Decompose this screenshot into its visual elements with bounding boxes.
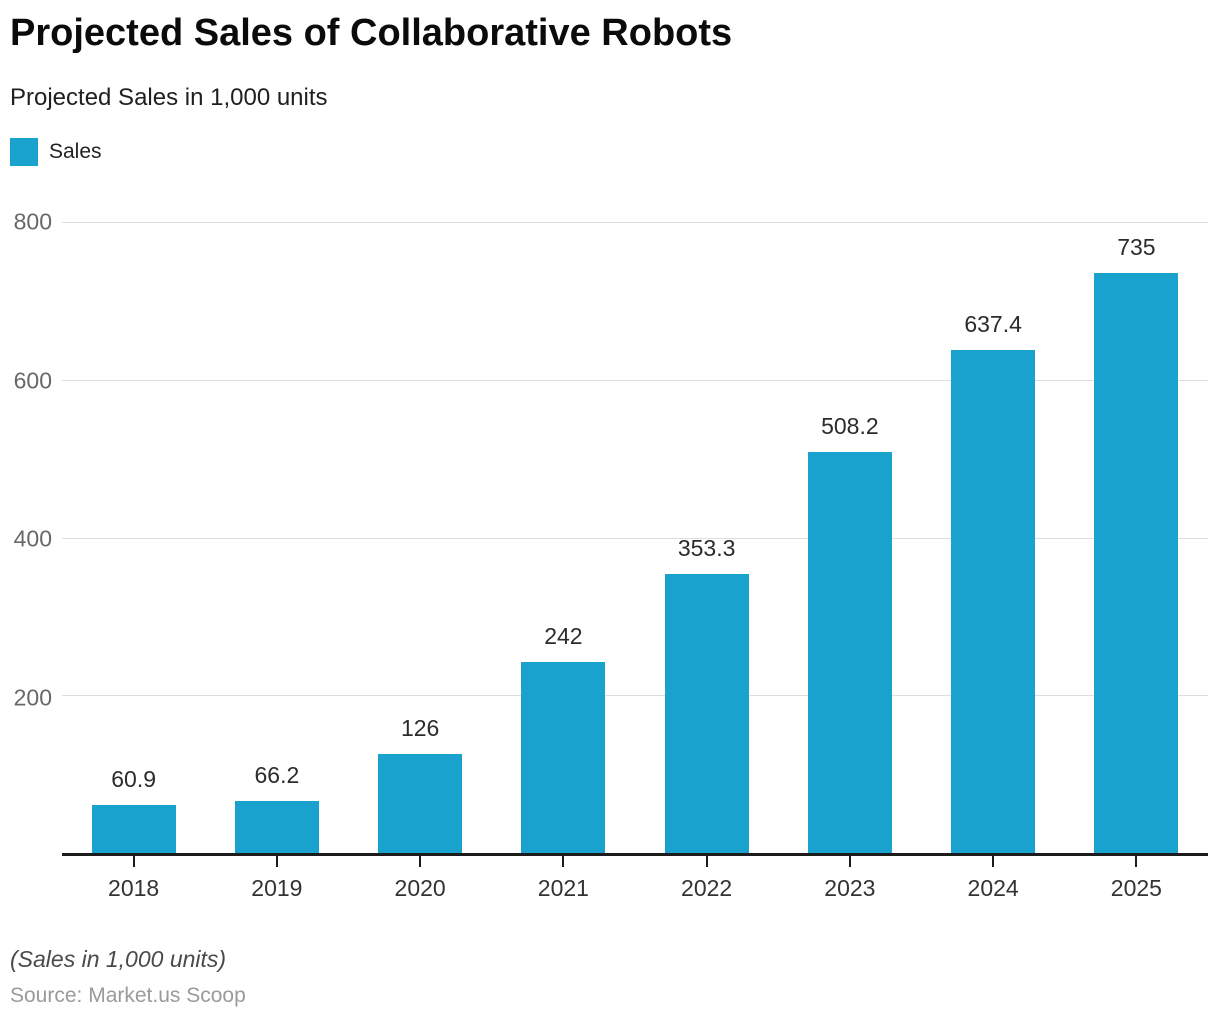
bar-value-label-2021: 242 [544,623,583,650]
bar-2019[interactable] [234,800,319,853]
y-axis-label-400: 400 [13,525,52,552]
bar-2020[interactable] [378,753,463,853]
bar-2025[interactable] [1094,273,1179,853]
chart-title: Projected Sales of Collaborative Robots [10,12,733,54]
bar-value-label-2018: 60.9 [111,765,157,792]
bar-slot-2024: 637.4 2024 [922,222,1065,901]
x-axis-tick-2024 [992,856,995,867]
x-axis-tick-2018 [132,856,135,867]
bar-value-label-2020: 126 [400,714,440,741]
bar-2018[interactable] [91,804,176,853]
bar-slot-2018: 60.9 2018 [62,222,205,901]
x-axis-tick-2020 [419,856,422,867]
chart-subtitle: Projected Sales in 1,000 units [10,84,328,111]
bar-value-label-2019: 66.2 [254,761,300,788]
gridline-600 [62,379,1208,381]
bar-slot-2021: 242 2021 [492,222,635,901]
x-axis-label-2025: 2025 [1110,875,1162,901]
chart-footnote: (Sales in 1,000 units) [10,946,227,972]
x-axis-tick-2023 [848,856,851,867]
gridline-400 [62,537,1208,539]
x-axis-label-2024: 2024 [967,875,1019,901]
legend-label: Sales [49,140,102,163]
bar-2024[interactable] [951,350,1036,853]
y-axis-label-600: 600 [13,367,52,393]
x-axis-label-2021: 2021 [537,875,589,901]
bar-value-label-2023: 508.2 [821,413,879,440]
bar-slot-2022: 353.3 2022 [635,222,778,901]
y-axis-label-800: 800 [13,208,52,235]
x-axis-label-2018: 2018 [108,875,160,901]
x-axis-tick-2022 [705,856,708,867]
gridline-200 [62,695,1208,697]
bar-2023[interactable] [807,452,892,853]
bar-2021[interactable] [521,662,606,853]
bar-value-label-2022: 353.3 [677,535,736,562]
bar-slot-2020: 126 2020 [349,222,492,901]
x-axis-label-2019: 2019 [251,875,303,901]
plot-area: 60.9 2018 66.2 2019 126 2020 242 2021 353.3 2022 5… [14,209,1208,901]
gridline-800 [62,222,1208,223]
bar-value-label-2025: 735 [1117,234,1156,261]
legend-swatch-icon [10,138,38,166]
bar-slot-2019: 66.2 2019 [205,222,348,901]
bar-value-label-2024: 637.4 [964,311,1022,338]
chart-source: Source: Market.us Scoop [10,984,246,1007]
bar-slot-2023: 508.2 2023 [778,222,921,901]
y-axis-label-200: 200 [13,684,52,710]
x-axis-tick-2025 [1135,856,1138,867]
bar-2022[interactable] [664,574,749,853]
x-axis-label-2020: 2020 [394,875,446,901]
x-axis-label-2022: 2022 [681,875,733,901]
bar-slot-2025: 735 2025 [1065,222,1208,901]
x-axis-label-2023: 2023 [824,875,876,901]
bar-slots: 60.9 2018 66.2 2019 126 2020 242 2021 353.3 2022 5… [62,222,1208,901]
x-axis-tick-2021 [562,856,565,867]
x-axis-tick-2019 [275,856,278,867]
legend-item-sales[interactable]: Sales [10,138,102,166]
